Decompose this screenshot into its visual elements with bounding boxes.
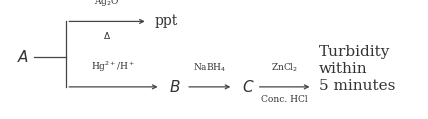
Text: $\Delta$: $\Delta$ bbox=[103, 30, 111, 41]
Text: NaBH$_4$: NaBH$_4$ bbox=[193, 61, 226, 74]
Text: ppt: ppt bbox=[154, 14, 177, 28]
Text: $C$: $C$ bbox=[242, 79, 254, 95]
Text: Turbidity
within
5 minutes: Turbidity within 5 minutes bbox=[319, 45, 395, 93]
Text: $B$: $B$ bbox=[169, 79, 181, 95]
Text: ZnCl$_2$: ZnCl$_2$ bbox=[271, 61, 298, 74]
Text: $A$: $A$ bbox=[18, 49, 30, 65]
Text: Conc. HCl: Conc. HCl bbox=[262, 95, 308, 104]
Text: Hg$^{2+}$/H$^+$: Hg$^{2+}$/H$^+$ bbox=[91, 59, 136, 74]
Text: Ag$_2$O: Ag$_2$O bbox=[94, 0, 120, 8]
